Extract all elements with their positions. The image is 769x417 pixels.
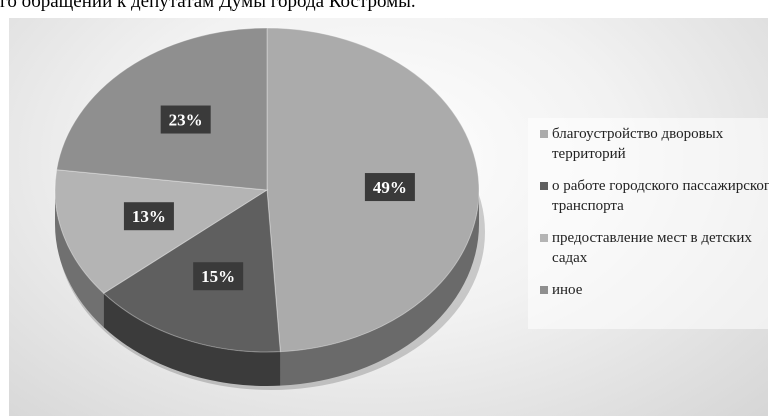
legend-item-improvement: благоустройство дворовых территорий: [540, 124, 769, 164]
data-label-other: 23%: [160, 105, 211, 134]
legend-label-kindergarten: предоставление мест в детских садах: [552, 230, 752, 266]
legend-swatch-other: [540, 286, 548, 294]
data-label-box-kindergarten: [123, 202, 174, 231]
legend-swatch-kindergarten: [540, 234, 548, 242]
data-label-box-improvement: [364, 173, 415, 202]
data-label-text-transport: 15%: [201, 267, 235, 286]
data-label-kindergarten: 13%: [123, 202, 174, 231]
legend-item-transport: о работе городского пассажирского трансп…: [540, 176, 769, 216]
data-label-improvement: 49%: [364, 173, 415, 202]
legend-label-improvement: благоустройство дворовых территорий: [552, 126, 724, 162]
pie-side-improvement: [280, 190, 479, 386]
data-label-box-transport: [193, 262, 244, 291]
pie-slice-transport: [102, 189, 281, 353]
legend-item-other: иное: [540, 280, 769, 300]
pie-side-transport: [103, 293, 281, 386]
data-label-box-other: [160, 105, 211, 134]
data-label-text-other: 23%: [169, 111, 203, 130]
pie-side-kindergarten: [55, 190, 104, 328]
data-label-text-kindergarten: 13%: [132, 207, 166, 226]
data-label-transport: 15%: [193, 262, 244, 291]
chart-area: 49% 15% 13% 23% благоустройство дворовых те…: [9, 18, 769, 416]
legend-label-other: иное: [552, 282, 583, 298]
legend-swatch-transport: [540, 182, 548, 190]
pie-slice-kindergarten: [54, 169, 269, 294]
legend-item-kindergarten: предоставление мест в детских садах: [540, 228, 769, 268]
pie-chart: 49% 15% 13% 23%: [54, 27, 485, 390]
legend-label-transport: о работе городского пассажирского трансп…: [552, 178, 769, 214]
data-label-text-improvement: 49%: [373, 178, 407, 197]
legend-swatch-improvement: [540, 130, 548, 138]
chart-legend: благоустройство дворовых территорий о ра…: [528, 118, 769, 329]
caption-text: го обращений к депутатам Думы города Кос…: [0, 0, 416, 12]
